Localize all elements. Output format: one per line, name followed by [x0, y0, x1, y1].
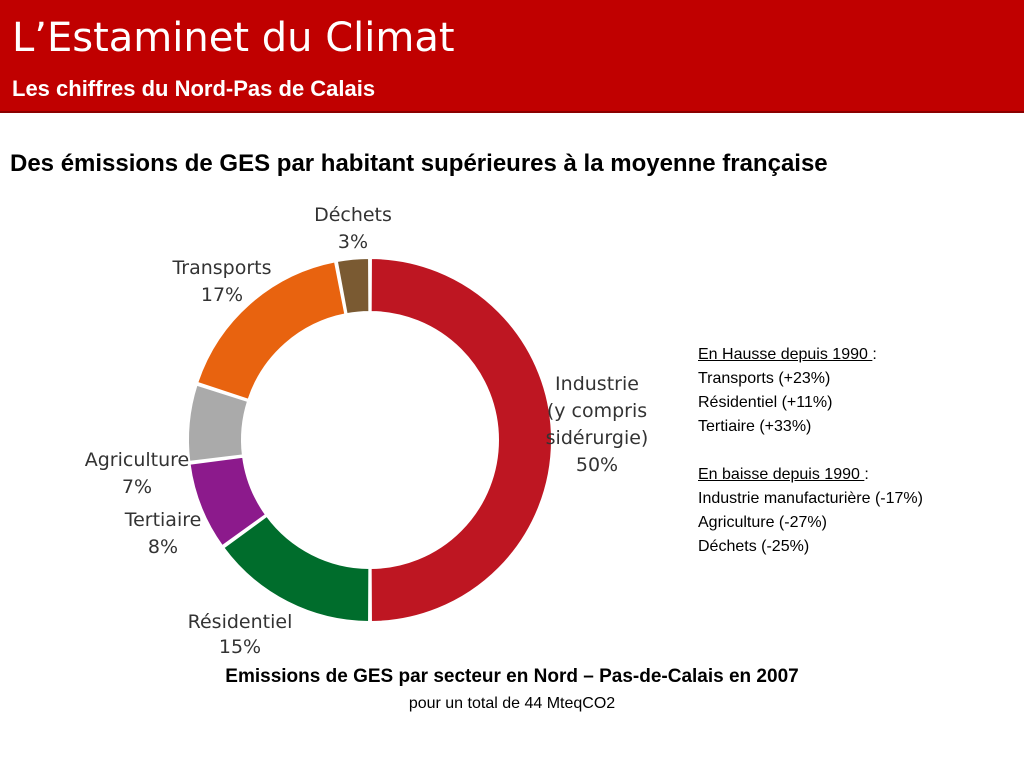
slice-label-line: 7% [122, 476, 152, 498]
slice-label-line: sidérurgie) [546, 427, 649, 449]
slice-label-line: Industrie [555, 373, 639, 395]
slice-label-line: Résidentiel [188, 611, 293, 633]
baisse-heading: En baisse depuis 1990 [698, 466, 865, 483]
chart-caption-sub: pour un total de 44 MteqCO2 [408, 695, 616, 712]
slide-title: L’Estaminet du Climat [12, 15, 455, 61]
notes-gap [698, 439, 1018, 463]
header-divider [0, 111, 1024, 113]
slice-label-line: Tertiaire [124, 509, 202, 531]
slice-label-line: Déchets [314, 204, 392, 226]
slice-label-0: Industrie (y compris sidérurgie) 50% [546, 373, 649, 476]
hausse-item: Transports (+23%) [698, 370, 831, 387]
hausse-item: Résidentiel (+11%) [698, 394, 833, 411]
slice-label-line: 3% [338, 231, 368, 253]
slice-label-line: Agriculture [85, 449, 190, 471]
slice-label-line: (y compris [547, 400, 647, 422]
donut-slice-3 [187, 383, 250, 463]
slice-label-5: Déchets 3% [314, 204, 392, 253]
baisse-colon: : [864, 466, 869, 483]
slice-label-4: Transports 17% [171, 257, 271, 306]
baisse-item: Industrie manufacturière (-17%) [698, 490, 923, 507]
baisse-item: Déchets (-25%) [698, 538, 810, 555]
donut-slice-1 [221, 514, 371, 624]
donut-slice-4 [195, 260, 347, 402]
donut-labels: Industrie (y compris sidérurgie) 50% Résiden… [85, 204, 649, 658]
slice-label-3: Agriculture 7% [85, 449, 190, 498]
slice-label-2: Tertiaire 8% [124, 509, 202, 558]
slide-subtitle: Les chiffres du Nord-Pas de Calais [12, 76, 376, 101]
slice-label-line: 50% [576, 454, 618, 476]
hausse-heading: En Hausse depuis 1990 [698, 346, 873, 363]
baisse-item: Agriculture (-27%) [698, 514, 827, 531]
slice-label-line: 15% [219, 636, 261, 658]
header-bar [0, 0, 1024, 111]
slice-label-1: Résidentiel 15% [188, 611, 293, 658]
hausse-heading-line: En Hausse depuis 1990 : [698, 343, 1018, 367]
trend-notes: En Hausse depuis 1990 : Transports (+23%… [698, 343, 1018, 559]
hausse-item: Tertiaire (+33%) [698, 418, 812, 435]
slice-label-line: 17% [201, 284, 243, 306]
donut-slice-2 [188, 455, 268, 548]
donut-slices [187, 256, 553, 624]
donut-slice-0 [369, 256, 553, 624]
slice-label-line: 8% [148, 536, 178, 558]
chart-caption: Emissions de GES par secteur en Nord – P… [225, 666, 799, 687]
donut-chart: Industrie (y compris sidérurgie) 50% Résiden… [85, 204, 649, 658]
slice-label-line: Transports [171, 257, 271, 279]
donut-slice-5 [335, 256, 371, 316]
baisse-heading-line: En baisse depuis 1990 : [698, 463, 1018, 487]
hausse-colon: : [872, 346, 877, 363]
headline: Des émissions de GES par habitant supéri… [10, 150, 828, 177]
